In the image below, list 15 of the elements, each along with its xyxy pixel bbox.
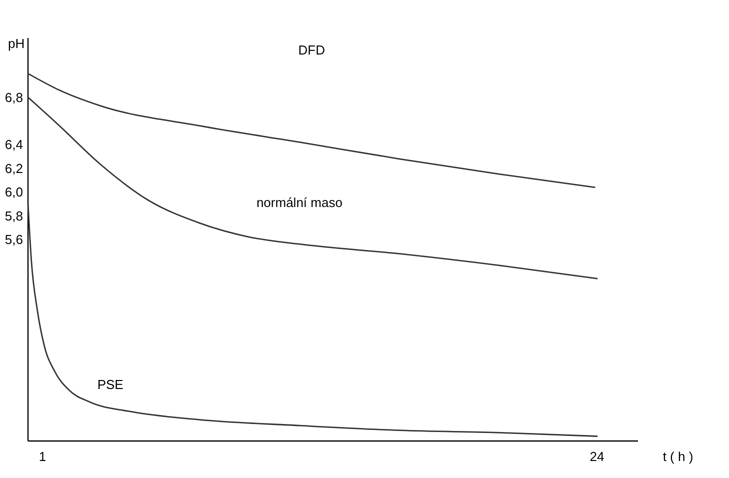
x-axis-title: t ( h ): [662, 449, 694, 464]
y-tick-label: 6,0: [4, 184, 23, 200]
line-series: [27, 72, 596, 188]
annotation: DFD: [298, 42, 326, 58]
y-tick-label: 5,6: [4, 232, 23, 248]
annotation: normální maso: [256, 194, 342, 210]
y-axis-title: pH: [8, 36, 25, 51]
y-tick-label: 6,4: [4, 137, 23, 152]
y-tick-label: 5,8: [4, 208, 23, 224]
y-tick-label: 6,2: [4, 160, 23, 176]
y-tick-label: 6,8: [4, 90, 23, 105]
x-tick-label: 24: [590, 449, 604, 464]
line-series: [27, 96, 598, 280]
annotation: PSE: [97, 377, 124, 392]
x-tick-label: 1: [38, 449, 46, 464]
